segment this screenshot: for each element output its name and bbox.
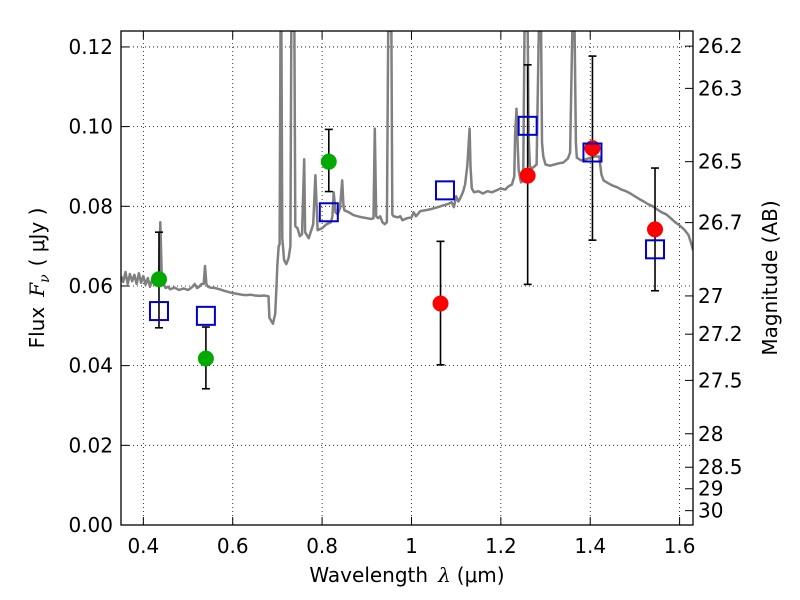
spectrum-line: [121, 31, 693, 326]
x-tick-label: 1.4: [574, 534, 606, 558]
y2-tick-label: 29: [698, 477, 723, 501]
y2-axis-label: Magnitude (AB): [758, 200, 782, 355]
data-point: [647, 221, 664, 238]
data-point: [320, 153, 337, 170]
plot-frame: [120, 30, 694, 526]
y2-tick-label: 26.2: [698, 34, 743, 58]
y2-tick-label: 27.5: [698, 368, 743, 392]
y-tick-label: 0.08: [68, 194, 113, 218]
model-square: [645, 239, 666, 260]
model-square: [148, 301, 169, 322]
y2-tick-label: 27: [698, 284, 723, 308]
y-tick-label: 0.00: [68, 513, 113, 537]
y-tick-label: 0.02: [68, 433, 113, 457]
model-square: [517, 115, 538, 136]
x-axis-label: Wavelength λ (μm): [309, 563, 504, 587]
y2-tick-label: 26.3: [698, 76, 743, 100]
x-tick-label: 0.4: [127, 534, 159, 558]
x-tick-label: 1: [405, 534, 418, 558]
y2-tick-label: 27.2: [698, 322, 743, 346]
y-tick-label: 0.12: [68, 35, 113, 59]
model-square: [318, 202, 339, 223]
y-tick-label: 0.06: [68, 274, 113, 298]
x-tick-label: 0.6: [217, 534, 249, 558]
data-point: [197, 350, 214, 367]
model-square: [195, 305, 216, 326]
y2-tick-label: 26.5: [698, 150, 743, 174]
y-tick-label: 0.04: [68, 354, 113, 378]
model-square: [582, 142, 603, 163]
y2-tick-label: 26.7: [698, 211, 743, 235]
y2-tick-label: 28.5: [698, 455, 743, 479]
y-axis-label: FluxFν( μJy ): [25, 208, 53, 349]
y2-tick-label: 28: [698, 422, 723, 446]
plot-area: [121, 31, 693, 390]
model-square: [434, 180, 455, 201]
axis-ticks: 0.4 0.6 0.8 1 1.2 1.4 1.6 0.00 0.02 0.04 0.06 0.08 0…: [68, 31, 743, 558]
x-tick-label: 1.2: [485, 534, 517, 558]
x-tick-label: 0.8: [306, 534, 338, 558]
data-point: [150, 271, 167, 288]
data-point: [519, 167, 536, 184]
data-point: [432, 295, 449, 312]
y-tick-label: 0.10: [68, 115, 113, 139]
x-tick-label: 1.6: [664, 534, 696, 558]
y2-tick-label: 30: [698, 499, 723, 523]
